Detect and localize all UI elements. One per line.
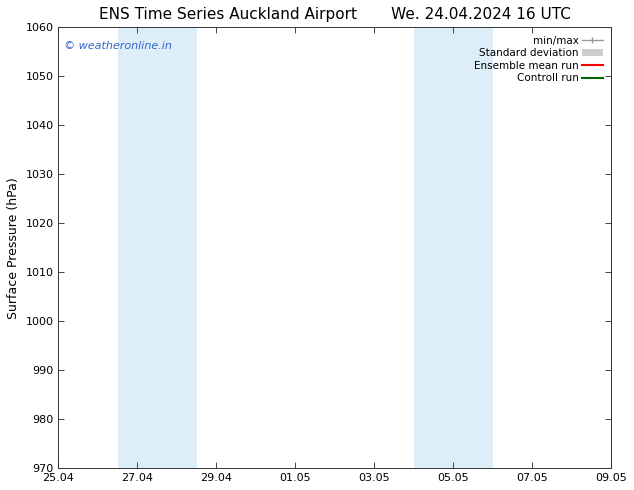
Bar xyxy=(414,27,493,468)
Y-axis label: Surface Pressure (hPa): Surface Pressure (hPa) xyxy=(7,177,20,318)
Text: © weatheronline.in: © weatheronline.in xyxy=(64,41,172,50)
Bar xyxy=(118,27,197,468)
Legend: min/max, Standard deviation, Ensemble mean run, Controll run: min/max, Standard deviation, Ensemble me… xyxy=(471,32,606,87)
Title: ENS Time Series Auckland Airport       We. 24.04.2024 16 UTC: ENS Time Series Auckland Airport We. 24.… xyxy=(99,7,571,22)
